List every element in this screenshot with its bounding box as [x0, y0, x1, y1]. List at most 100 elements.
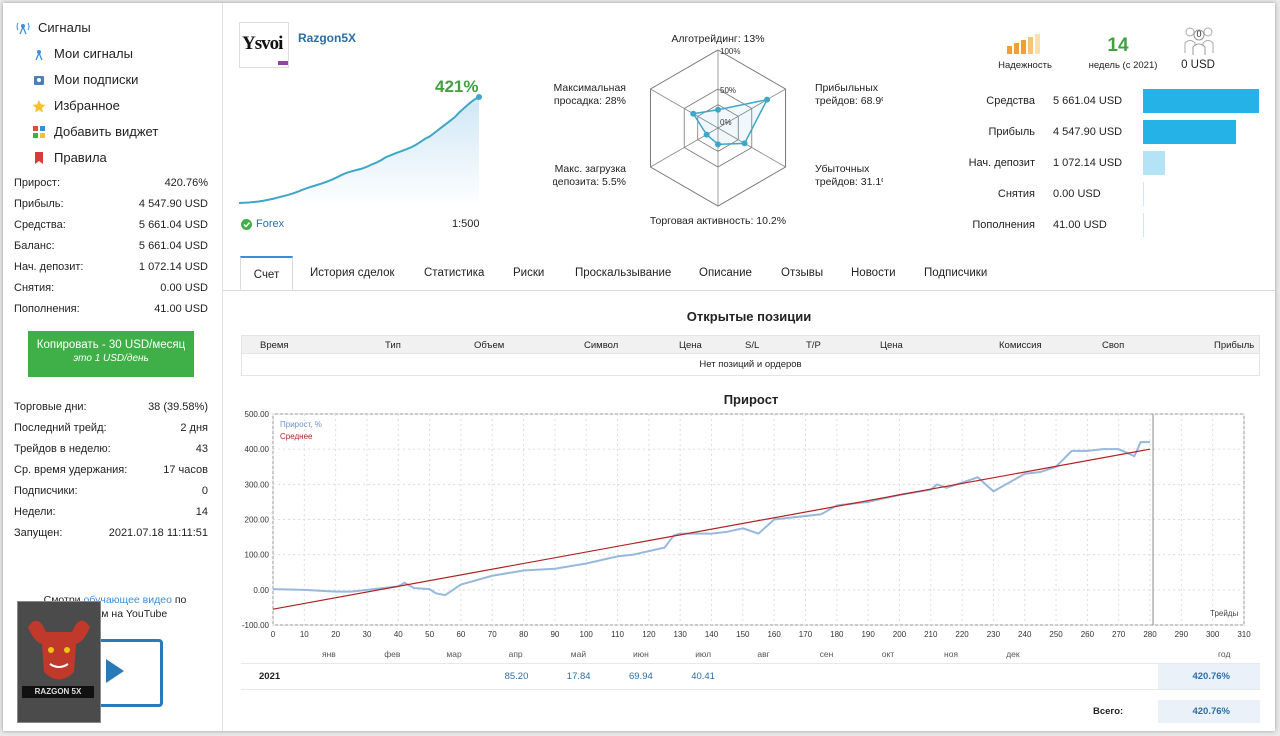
avatar-text: Ysvoi [242, 33, 283, 54]
chart-x-tick: 30 [363, 630, 372, 639]
chart-x-tick: 170 [799, 630, 813, 639]
tab-description[interactable]: Описание [699, 267, 752, 279]
growth-chart: 0 10 20 30 40 50 60 70 80 90 100 110 120 130 140 150 160… [242, 410, 1251, 639]
total-cell: 420.76% [1158, 700, 1260, 723]
month-label: сен [819, 649, 834, 659]
tab-risks[interactable]: Риски [513, 267, 545, 279]
nav-label: Добавить виджет [54, 124, 159, 139]
mini-chart-area [239, 97, 479, 208]
radar-data-point [703, 131, 710, 138]
nav-add-widget[interactable]: Добавить виджет [32, 124, 158, 139]
stat-initial-deposit: Нач. депозит: 1 072.14 USD [14, 261, 208, 273]
chart-series-average [272, 448, 1151, 610]
chart-y-tick: 200.00 [245, 516, 270, 525]
weeks-value: 14 [1107, 35, 1129, 56]
year-row: 2021 85.20 17.84 69.94 40.41 420.76% [241, 663, 1260, 690]
nav-rules[interactable]: Правила [32, 150, 107, 165]
month-label: окт [881, 649, 895, 659]
chart-y-tick: 400.00 [245, 445, 270, 454]
radar-data-point [715, 141, 721, 148]
promo-logo-text: RAZGON 5X [22, 686, 94, 698]
chart-x-tick: 180 [830, 630, 844, 639]
summary-bar [1143, 182, 1144, 206]
month-value: 69.94 [629, 671, 653, 682]
avatar[interactable]: Ysvoi [239, 22, 289, 68]
col-sl: S/L [745, 340, 760, 351]
summary-value: 1 072.14 USD [1053, 157, 1123, 169]
subscribers-count: 0 [1196, 29, 1202, 39]
summary-bar [1143, 151, 1165, 175]
tab-trade-history[interactable]: История сделок [310, 267, 395, 279]
radar-data-point [764, 96, 771, 103]
signal-icon [32, 47, 46, 61]
nav-my-subscriptions[interactable]: Мои подписки [32, 72, 138, 87]
col-profit: Прибыль [1214, 340, 1255, 351]
chart-x-tick: 140 [705, 630, 719, 639]
chart-x-tick: 130 [674, 630, 688, 639]
chart-x-tick: 200 [893, 630, 907, 639]
chart-x-tick: 210 [924, 630, 938, 639]
signal-name[interactable]: Razgon5X [298, 31, 357, 45]
total-label: Всего: [1093, 706, 1124, 717]
video-link[interactable]: обучающее видео [83, 594, 172, 606]
stat-trades-per-week: Трейдов в неделю: 43 [14, 443, 208, 455]
radar-axis-label: просадка: 28% [554, 95, 626, 107]
tab-slippage[interactable]: Проскальзывание [575, 267, 672, 279]
tab-account[interactable]: Счет [240, 256, 293, 290]
market-label: Forex [256, 218, 285, 230]
radar-axis-label: Торговая активность: 10.2% [650, 215, 786, 227]
summary-label: Снятия [997, 188, 1035, 200]
legend-growth: Прирост, % [280, 420, 322, 429]
bookmark-icon [32, 151, 46, 165]
chart-y-tick: 500.00 [245, 410, 270, 419]
col-commission: Комиссия [999, 340, 1042, 351]
chart-x-tick: 160 [767, 630, 781, 639]
year-label: 2021 [259, 671, 281, 682]
positions-table-header: Время Тип Объем Символ Цена S/L T/P Цена… [241, 335, 1260, 354]
chart-x-tick: 280 [1143, 630, 1157, 639]
tab-news[interactable]: Новости [851, 267, 896, 279]
radar-data-point [741, 140, 748, 147]
tab-reviews[interactable]: Отзывы [781, 267, 824, 279]
stat-balance: Баланс: 5 661.04 USD [14, 240, 208, 252]
signals-header[interactable]: Сигналы [16, 20, 91, 35]
chart-x-tick: 70 [488, 630, 497, 639]
chart-x-tick: 300 [1206, 630, 1220, 639]
col-type: Тип [385, 340, 401, 351]
market-badge[interactable]: Forex [241, 218, 284, 230]
stat-started: Запущен: 2021.07.18 11:11:51 [14, 527, 208, 539]
nav-favorites[interactable]: Избранное [32, 98, 120, 113]
star-icon [32, 99, 46, 113]
chart-x-tick: 100 [580, 630, 594, 639]
chart-y-tick: 300.00 [245, 480, 270, 489]
stat-subscribers: Подписчики: 0 [14, 485, 208, 497]
chart-x-tick: 240 [1018, 630, 1032, 639]
subscription-icon [32, 73, 46, 87]
tab-statistics[interactable]: Статистика [424, 267, 485, 279]
total-value: 420.76% [1192, 706, 1230, 717]
copy-button[interactable]: Копировать - 30 USD/месяц это 1 USD/день [28, 331, 194, 377]
mini-chart-endpoint [476, 94, 482, 100]
chart-x-tick: 120 [642, 630, 656, 639]
summary-bar [1143, 120, 1236, 144]
summary-bar [1143, 89, 1259, 113]
mini-chart-line [238, 96, 480, 204]
legend-average: Среднее [280, 432, 313, 441]
nav-my-signals[interactable]: Мои сигналы [32, 46, 133, 61]
main-content: Ysvoi Razgon5X 421% Forex 1:500 100%50%0… [223, 3, 1275, 731]
positions-empty-row: Нет позиций и ордеров [241, 354, 1260, 376]
summary-value: 5 661.04 USD [1053, 95, 1123, 107]
chart-x-tick: 310 [1237, 630, 1251, 639]
x-axis-label: Трейды [1210, 609, 1239, 618]
radar-axis-label: депозита: 5.5% [553, 176, 626, 188]
summary-value: 4 547.90 USD [1053, 126, 1123, 138]
stat-avg-hold-time: Ср. время удержания: 17 часов [14, 464, 208, 476]
radar-tick-label: 0% [720, 118, 732, 127]
radar-data-point [715, 106, 721, 113]
chart-x-tick: 40 [394, 630, 403, 639]
month-label: мар [446, 649, 462, 659]
tab-subscribers[interactable]: Подписчики [924, 267, 988, 279]
tabs-divider [223, 290, 1275, 291]
chart-x-tick: 60 [456, 630, 465, 639]
month-label: год [1218, 649, 1231, 659]
